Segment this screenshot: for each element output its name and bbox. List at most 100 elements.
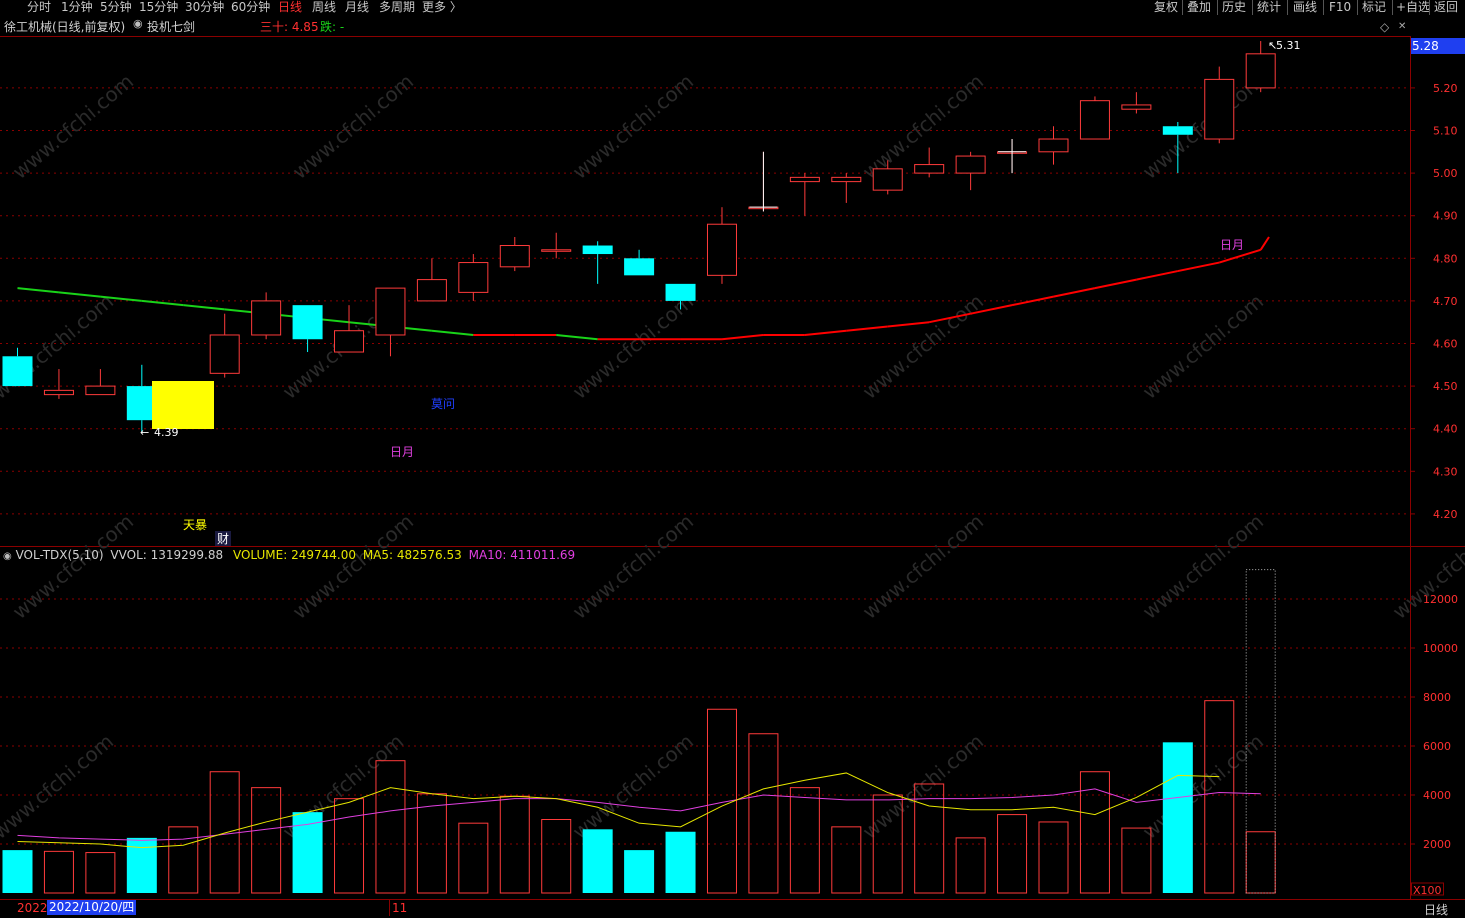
ma30-segment bbox=[1136, 270, 1179, 281]
watermark-text: www.cfchi.com bbox=[568, 289, 698, 404]
price-tick-label: 5.00 bbox=[1433, 167, 1458, 180]
statistics-button[interactable]: 统计 bbox=[1257, 0, 1282, 14]
signal-label-moon: 莫问 bbox=[431, 397, 455, 411]
draw-line-button[interactable]: 画线 bbox=[1293, 0, 1318, 14]
volume-bar-up bbox=[789, 787, 820, 894]
volume-bar-up bbox=[831, 826, 862, 894]
ma30-segment bbox=[970, 304, 1013, 315]
ma30-segment bbox=[141, 299, 184, 307]
volume-indicator-name[interactable]: VOL-TDX(5,10) bbox=[15, 548, 104, 562]
candle-body-up bbox=[1079, 100, 1110, 140]
candle-body-up bbox=[499, 245, 530, 268]
price-tick-label: 4.90 bbox=[1433, 210, 1458, 223]
indicator-name[interactable]: 投机七剑 bbox=[147, 20, 196, 34]
ma30-segment bbox=[100, 295, 142, 302]
candle-body-down bbox=[292, 305, 323, 340]
period-tab-weekly[interactable]: 周线 bbox=[312, 0, 337, 14]
volume-unit-label: X100 bbox=[1413, 884, 1442, 897]
volume-bar-up bbox=[748, 733, 779, 894]
period-tab-5min[interactable]: 5分钟 bbox=[100, 0, 132, 14]
price-tick-label: 4.60 bbox=[1433, 338, 1458, 351]
volume-bar-up bbox=[209, 771, 240, 894]
volume-bar-down bbox=[1162, 742, 1193, 893]
trend-value: 跌: - bbox=[320, 20, 345, 34]
ma30-value: 三十: 4.85 bbox=[260, 20, 319, 34]
watermark-text: www.cfchi.com bbox=[1138, 509, 1268, 624]
ma30-segment bbox=[431, 329, 474, 336]
candle-body-down bbox=[582, 245, 613, 255]
signal-label-tianbao: 天暴 bbox=[183, 518, 207, 532]
period-tab-15min[interactable]: 15分钟 bbox=[139, 0, 179, 14]
ma30-segment bbox=[1094, 278, 1137, 290]
current-price-label: 5.28 bbox=[1411, 38, 1465, 54]
history-button[interactable]: 历史 bbox=[1222, 0, 1247, 14]
period-tab-daily[interactable]: 日线 bbox=[278, 0, 303, 14]
month-marker: 11 bbox=[392, 901, 408, 915]
watermark-text: www.cfchi.com bbox=[1388, 509, 1465, 624]
volume-bar-up bbox=[872, 794, 903, 894]
candle-body-up bbox=[831, 176, 862, 183]
cursor-date-label: 2022/10/20/四 bbox=[47, 900, 137, 915]
watermark-text: www.cfchi.com bbox=[1138, 289, 1268, 404]
ma10-value: MA10: 411011.69 bbox=[468, 548, 576, 562]
fuquan-button[interactable]: 复权 bbox=[1154, 0, 1179, 14]
signal-block bbox=[152, 381, 214, 429]
volume-bar-up bbox=[914, 783, 945, 894]
period-tab-monthly[interactable]: 月线 bbox=[345, 0, 370, 14]
overlay-button[interactable]: 叠加 bbox=[1187, 0, 1212, 14]
volume-bar-up bbox=[43, 850, 74, 894]
circle-dot-icon[interactable]: ◉ bbox=[3, 551, 12, 562]
period-tab-30min[interactable]: 30分钟 bbox=[185, 0, 225, 14]
candle-body-up bbox=[458, 262, 489, 293]
candle-body-up bbox=[1204, 78, 1235, 140]
period-tab-1min[interactable]: 1分钟 bbox=[61, 0, 93, 14]
period-label[interactable]: 日线 bbox=[1424, 903, 1449, 917]
volume-unit-box bbox=[1411, 882, 1444, 896]
volume-bar-up bbox=[1121, 827, 1152, 894]
volume-header: ◉ VOL-TDX(5,10) VVOL: 1319299.88 VOLUME:… bbox=[3, 548, 575, 562]
candle-body-up bbox=[209, 334, 240, 374]
close-icon[interactable]: ✕ bbox=[1398, 21, 1407, 32]
price-tick-label: 4.70 bbox=[1433, 295, 1458, 308]
ma5-value: MA5: 482576.53 bbox=[362, 548, 462, 562]
volume-bar-down bbox=[624, 850, 655, 893]
price-tick-label: 4.20 bbox=[1433, 508, 1458, 521]
circle-dot-icon[interactable]: ◉ bbox=[133, 17, 143, 30]
ma30-segment bbox=[1177, 261, 1220, 273]
watermark-text: www.cfchi.com bbox=[0, 729, 118, 844]
candle-body-up bbox=[1121, 104, 1152, 110]
vvol-value: VVOL: 1319299.88 bbox=[110, 548, 224, 562]
volume-bar-up bbox=[1038, 821, 1069, 894]
ma30-segment bbox=[1011, 295, 1054, 307]
volume-value: VOLUME: 249744.00 bbox=[232, 548, 356, 562]
signal-label-cai: 财 bbox=[217, 532, 229, 546]
volume-bar-up bbox=[997, 814, 1028, 894]
signal-cai-bg bbox=[215, 531, 231, 546]
add-favorite-button[interactable]: +自选 bbox=[1396, 0, 1431, 14]
watermark-text: www.cfchi.com bbox=[858, 289, 988, 404]
volume-peak-outline bbox=[1245, 569, 1276, 894]
price-tick-label: 4.30 bbox=[1433, 465, 1458, 478]
high-marker-label: 5.31 bbox=[1276, 39, 1301, 52]
back-button[interactable]: 返回 bbox=[1434, 0, 1459, 14]
volume-bar-up bbox=[168, 826, 199, 894]
chart-title-bar: 徐工机械(日线,前复权) ◉ 投机七剑 三十: 4.85 跌: - bbox=[0, 16, 1410, 36]
period-tab-fenshi[interactable]: 分时 bbox=[27, 0, 52, 14]
mark-button[interactable]: 标记 bbox=[1362, 0, 1387, 14]
period-tab-60min[interactable]: 60分钟 bbox=[231, 0, 271, 14]
ma30-segment bbox=[556, 333, 598, 341]
period-tab-multi[interactable]: 多周期 bbox=[379, 0, 416, 14]
diamond-icon[interactable]: ◇ bbox=[1380, 20, 1390, 34]
candle-body-up bbox=[416, 279, 447, 302]
date-axis-bar: 2022 2022/10/20/四 11 日线 bbox=[0, 899, 1465, 917]
f10-button[interactable]: F10 bbox=[1329, 0, 1352, 14]
period-tab-more[interactable]: 更多 〉 bbox=[422, 0, 462, 14]
stock-title: 徐工机械(日线,前复权) bbox=[4, 20, 126, 34]
ma30-segment bbox=[58, 291, 101, 298]
year-label: 2022 bbox=[17, 901, 48, 915]
watermark-text: www.cfchi.com bbox=[288, 69, 418, 184]
ma30-segment bbox=[928, 312, 971, 324]
ma30-segment bbox=[846, 325, 888, 332]
candle-body-up bbox=[1038, 138, 1069, 153]
